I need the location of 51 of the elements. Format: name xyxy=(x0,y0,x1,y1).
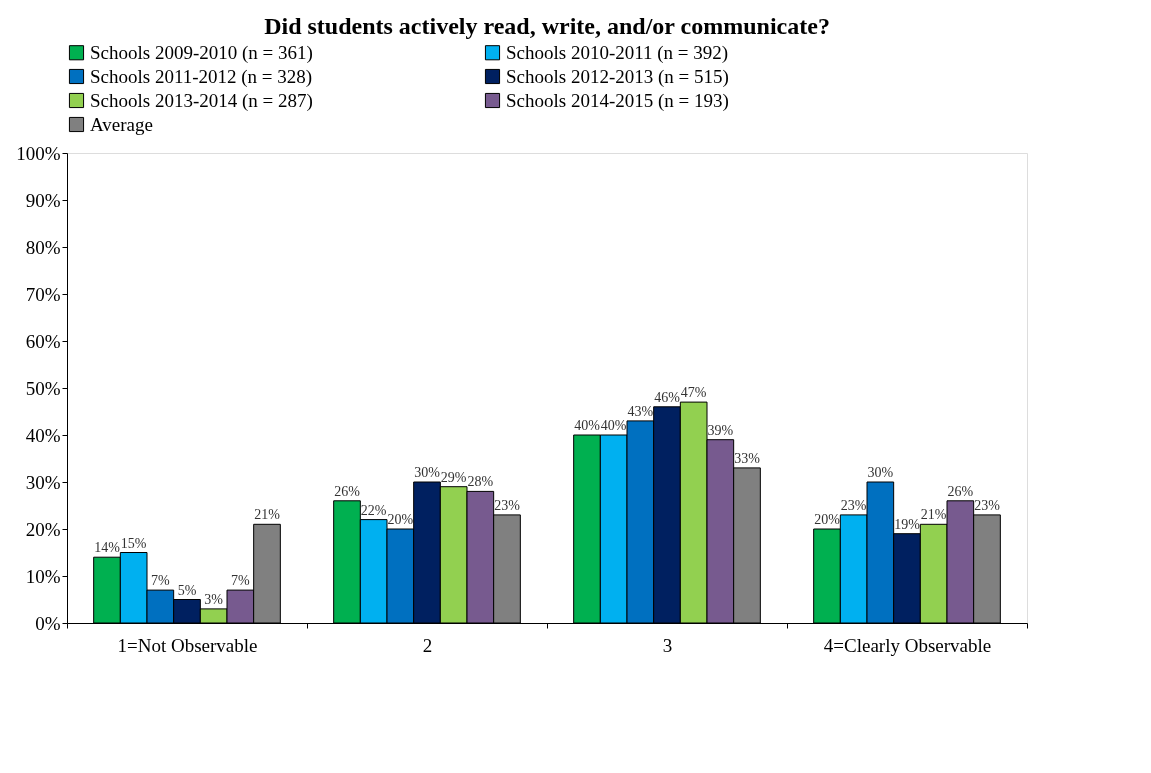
legend-label: Schools 2012-2013 (n = 515) xyxy=(506,65,729,88)
data-label: 33% xyxy=(734,450,761,466)
data-label: 7% xyxy=(151,573,170,589)
y-tick-label: 40% xyxy=(25,424,61,446)
y-tick-label: 10% xyxy=(25,565,61,587)
x-tick-label: 4=Clearly Observable xyxy=(823,634,992,656)
data-label: 30% xyxy=(867,465,894,480)
data-label: 3% xyxy=(204,591,224,607)
data-label: 23% xyxy=(494,497,521,513)
chart-title: Did students actively read, write, and/or communicate? xyxy=(264,13,830,39)
data-label: 46% xyxy=(654,389,681,405)
data-label: 21% xyxy=(920,507,947,523)
data-label: 26% xyxy=(334,483,361,499)
data-label: 5% xyxy=(177,582,197,598)
data-label: 21% xyxy=(254,507,281,523)
data-label: 23% xyxy=(974,497,1001,513)
legend-label: Schools 2010-2011 (n = 392) xyxy=(506,41,729,64)
legend-label: Schools 2011-2012 (n = 328) xyxy=(90,65,313,88)
y-tick-label: 20% xyxy=(25,518,61,540)
y-tick-label: 50% xyxy=(25,377,61,399)
data-label: 20% xyxy=(814,512,841,527)
legend-label: Schools 2014-2015 (n = 193) xyxy=(506,89,729,112)
data-label: 19% xyxy=(894,516,921,532)
data-label: 40% xyxy=(574,418,601,433)
legend-label: Schools 2013-2014 (n = 287) xyxy=(90,89,313,112)
data-label: 29% xyxy=(440,469,467,485)
data-label: 15% xyxy=(120,535,147,551)
data-label: 22% xyxy=(360,502,387,518)
data-label: 39% xyxy=(707,422,734,438)
y-tick-label: 90% xyxy=(25,189,61,211)
legend-label: Schools 2009-2010 (n = 361) xyxy=(90,41,313,64)
data-label: 30% xyxy=(414,465,441,480)
y-tick-label: 70% xyxy=(25,283,61,305)
y-tick-label: 0% xyxy=(35,612,61,634)
data-label: 28% xyxy=(467,474,494,490)
data-label: 43% xyxy=(627,403,654,419)
x-tick-label: 1=Not Observable xyxy=(117,634,258,656)
data-label: 47% xyxy=(680,385,707,401)
y-tick-label: 30% xyxy=(25,471,61,493)
x-tick-label: 3 xyxy=(662,634,673,656)
y-tick-label: 100% xyxy=(16,142,61,164)
y-tick-label: 80% xyxy=(25,236,61,258)
data-label: 23% xyxy=(840,497,867,513)
data-label: 7% xyxy=(231,573,250,589)
y-tick-label: 60% xyxy=(25,330,61,352)
x-tick-label: 2 xyxy=(422,634,433,656)
data-label: 40% xyxy=(600,418,627,433)
data-label: 14% xyxy=(94,540,121,556)
data-label: 20% xyxy=(387,512,414,527)
data-label: 26% xyxy=(947,483,974,499)
legend-label: Average xyxy=(90,113,153,135)
